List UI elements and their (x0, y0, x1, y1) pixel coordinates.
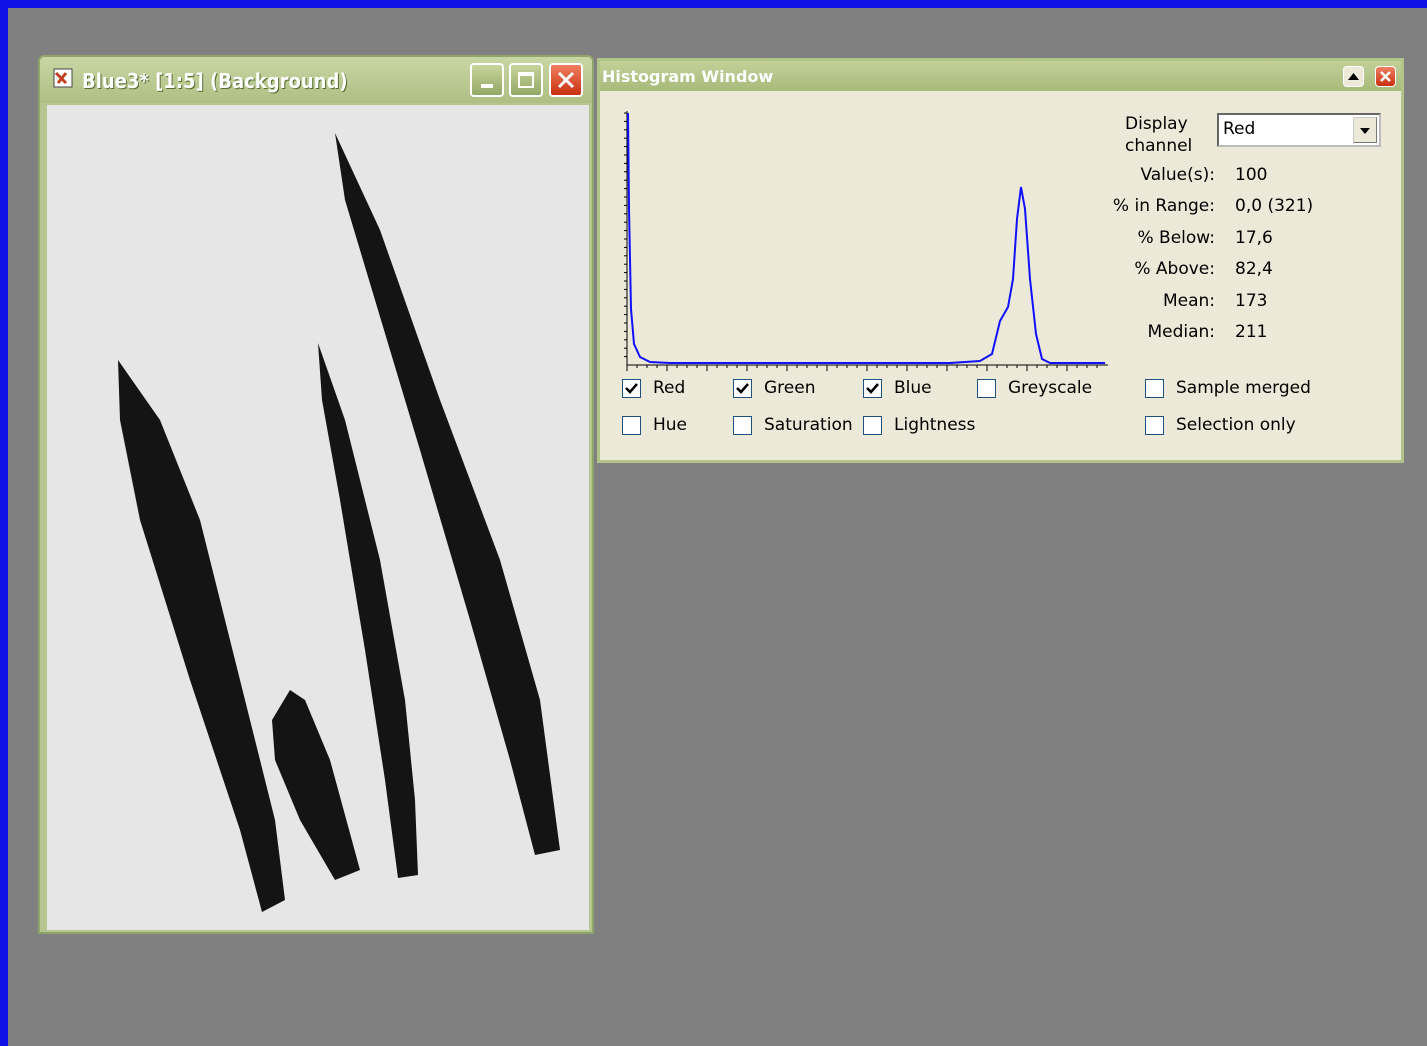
stat-label: Value(s): (1140, 165, 1215, 185)
checkbox-label: Sample merged (1176, 378, 1311, 398)
leaf (318, 343, 418, 878)
title-bar: Blue3* [1:5] (Background) (40, 57, 592, 103)
checkbox[interactable] (977, 379, 996, 398)
stat-value: 100 (1235, 165, 1268, 185)
maximize-button[interactable] (509, 63, 543, 97)
checkbox[interactable] (1145, 379, 1164, 398)
checkbox[interactable] (622, 416, 641, 435)
check-mark (866, 383, 879, 394)
stat-label: % Above: (1134, 259, 1215, 280)
leaf (335, 133, 560, 855)
checkbox[interactable] (622, 379, 641, 398)
window-title: Histogram Window (602, 67, 774, 86)
checkbox[interactable] (1145, 416, 1164, 435)
window-title: Blue3* [1:5] (Background) (82, 69, 348, 93)
close-button[interactable] (549, 63, 583, 97)
title-bar: Histogram Window (600, 61, 1401, 91)
histogram-plot (624, 111, 1108, 371)
checkbox-label: Red (653, 378, 686, 398)
checkbox[interactable] (863, 416, 882, 435)
checkbox-label: Lightness (894, 415, 976, 435)
image-canvas (47, 105, 589, 930)
stat-label: % in Range: (1112, 196, 1215, 217)
minimize-button[interactable] (470, 63, 504, 97)
channel-dropdown[interactable]: Red (1217, 113, 1381, 147)
checkbox-label: Selection only (1176, 415, 1296, 435)
histogram-curve (627, 112, 1105, 364)
checkbox-label: Blue (894, 378, 932, 398)
rollup-button[interactable] (1343, 66, 1364, 87)
stat-label: % Below: (1137, 227, 1215, 248)
dropdown-arrow[interactable] (1353, 117, 1377, 143)
window-icon (53, 68, 73, 88)
stat-value: 82,4 (1235, 259, 1273, 280)
checkbox-label: Green (764, 378, 816, 398)
leaf (118, 360, 285, 912)
stat-value: 0,0 (321) (1235, 196, 1314, 217)
histogram-window: Histogram Window Display channel Red Val… (597, 58, 1404, 463)
image-window: Blue3* [1:5] (Background) (38, 55, 594, 934)
stat-value: 17,6 (1235, 227, 1273, 248)
checkbox[interactable] (733, 416, 752, 435)
close-button[interactable] (1375, 66, 1396, 87)
check-mark (625, 383, 638, 394)
checkbox[interactable] (863, 379, 882, 398)
checkbox-label: Saturation (764, 415, 853, 435)
dropdown-value: Red (1223, 119, 1256, 139)
checkbox-label: Hue (653, 415, 688, 435)
checkbox[interactable] (733, 379, 752, 398)
check-mark (736, 383, 749, 394)
display-channel-label: Display channel (1125, 114, 1193, 156)
stat-label: Median: (1147, 322, 1215, 342)
stat-value: 211 (1235, 322, 1268, 342)
stat-value: 173 (1235, 290, 1268, 311)
checkbox-label: Greyscale (1008, 378, 1093, 398)
leaf (272, 690, 360, 880)
stat-label: Mean: (1162, 290, 1215, 311)
